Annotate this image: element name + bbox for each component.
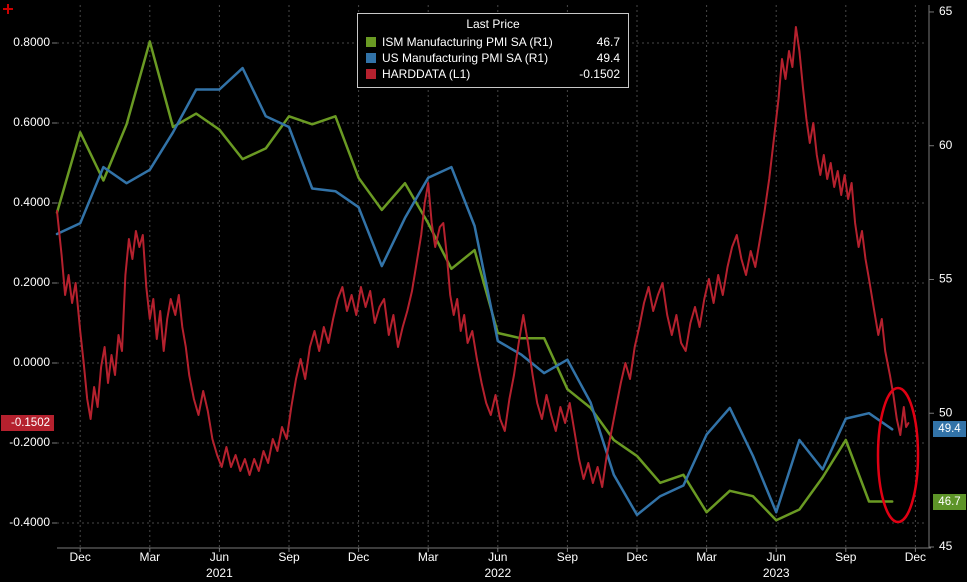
x-axis-year-label: 2023 [763,566,790,580]
legend-label-ism: ISM Manufacturing PMI SA (R1) [382,35,553,49]
x-axis-tick-label: Mar [696,550,717,564]
legend-label-harddata: HARDDATA (L1) [382,67,471,81]
legend-row-uspmi: US Manufacturing PMI SA (R1) 49.4 [366,50,620,66]
right-axis-tick-label: 60 [939,138,953,152]
left-axis-tick-label: 0.4000 [13,195,50,209]
x-axis-tick-label: Jun [210,550,229,564]
legend-row-ism: ISM Manufacturing PMI SA (R1) 46.7 [366,34,620,50]
x-axis-tick-label: Dec [905,550,926,564]
left-axis-tick-label: 0.6000 [13,115,50,129]
ism-pmi-line [55,40,894,522]
left-axis-tick-label: 0.0000 [13,355,50,369]
x-axis-tick-label: Mar [139,550,160,564]
right-axis-tick-label: 55 [939,272,953,286]
legend-title: Last Price [466,17,520,31]
right-axis-tick-label: 45 [939,539,953,553]
x-axis-year-label: 2021 [206,566,233,580]
legend[interactable]: Last Price ISM Manufacturing PMI SA (R1)… [357,13,629,88]
left-axis-tick-label: -0.2000 [9,435,50,449]
harddata-line [56,26,910,488]
legend-row-harddata: HARDDATA (L1) -0.1502 [366,66,620,82]
x-axis-tick-label: Sep [557,550,579,564]
left-axis-last-value-badge: -0.1502 [1,415,54,432]
x-axis-tick-label: Jun [767,550,786,564]
x-axis-tick-label: Sep [278,550,300,564]
legend-value-harddata: -0.1502 [579,67,620,81]
legend-label-uspmi: US Manufacturing PMI SA (R1) [382,51,549,65]
x-axis-tick-label: Dec [70,550,91,564]
legend-value-uspmi: 49.4 [596,51,620,65]
right-axis-green-last-value-badge: 46.7 [933,493,966,510]
us-pmi-line [55,66,894,517]
left-axis-tick-label: 0.8000 [13,35,50,49]
x-axis-tick-label: Sep [835,550,857,564]
uspmi-series-swatch-icon [366,53,376,63]
x-axis-tick-label: Dec [348,550,369,564]
right-axis-tick-label: 65 [939,4,953,18]
left-axis-tick-label: -0.4000 [9,515,50,529]
x-axis-tick-label: Jun [488,550,507,564]
legend-value-ism: 46.7 [596,35,620,49]
right-axis-tick-label: 50 [939,405,953,419]
ism-series-swatch-icon [366,37,376,47]
x-axis-tick-label: Mar [418,550,439,564]
left-axis-tick-label: 0.2000 [13,275,50,289]
right-axis-blue-last-value-badge: 49.4 [933,421,966,438]
x-axis-year-label: 2022 [484,566,511,580]
x-axis-tick-label: Dec [626,550,647,564]
highlight-ellipse-annotation [876,386,920,524]
harddata-series-swatch-icon [366,69,376,79]
